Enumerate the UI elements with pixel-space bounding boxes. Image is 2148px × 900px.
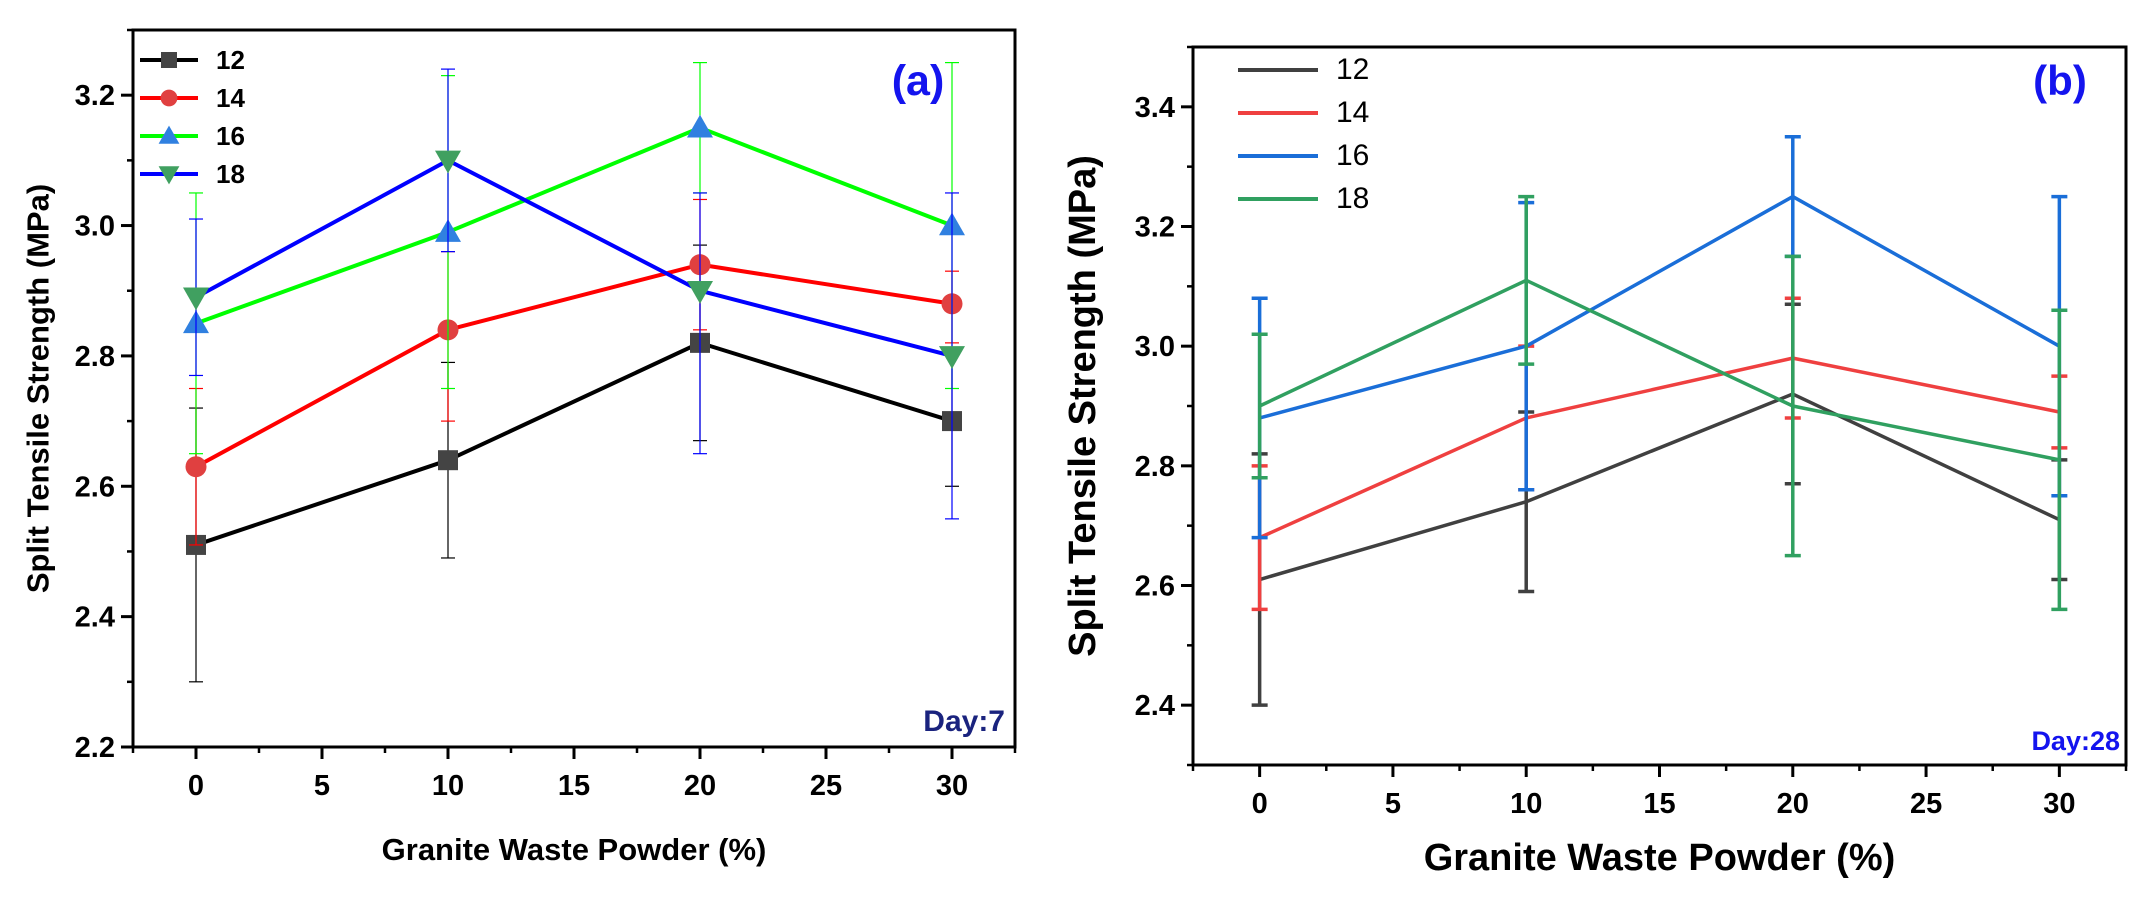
data-point (435, 150, 461, 174)
x-tick-label: 10 (432, 770, 464, 802)
data-point (687, 114, 713, 138)
y-tick-label: 3.2 (1135, 212, 1175, 244)
x-tick-label: 20 (1777, 788, 1809, 820)
legend-marker (161, 52, 177, 68)
x-tick-label: 25 (1910, 788, 1942, 820)
x-tick-label: 0 (188, 770, 204, 802)
plot-frame (1191, 45, 2128, 767)
series-12 (186, 244, 962, 683)
legend-marker (160, 89, 178, 107)
legend-label: 14 (1336, 96, 1369, 129)
plot-frame (131, 28, 1017, 749)
x-tick-label: 30 (2043, 788, 2075, 820)
y-tick-label: 2.2 (75, 732, 115, 764)
x-axis-title: Granite Waste Powder (%) (1424, 837, 1896, 879)
y-tick-label: 2.4 (75, 602, 115, 634)
y-tick-label: 3.4 (1135, 92, 1175, 124)
series-line (195, 158, 953, 358)
x-tick-label: 30 (936, 770, 968, 802)
chart-panel-b: 0 5 10 15 20 25 30 2.4 2.6 2.8 3.0 3.2 3.4 Granite Wa… (1062, 45, 2128, 879)
x-tick-label: 25 (810, 770, 842, 802)
series-line (1258, 278, 2060, 462)
series-line (195, 340, 953, 547)
legend-label: 16 (1336, 139, 1369, 172)
x-tick-label: 0 (1252, 788, 1268, 820)
data-point (939, 346, 965, 369)
legend-marker (158, 166, 180, 185)
y-tick-label: 2.8 (75, 341, 115, 373)
y-tick-label: 2.4 (1135, 690, 1175, 722)
series-16 (1251, 135, 2068, 540)
legend-label: 12 (216, 45, 245, 75)
x-tick-label: 10 (1510, 788, 1542, 820)
x-tick-label: 5 (314, 770, 330, 802)
series-12 (1251, 302, 2068, 707)
series-18 (1251, 194, 2068, 612)
y-tick-label: 3.2 (75, 80, 115, 112)
legend-label: 14 (216, 83, 245, 113)
data-point (183, 287, 209, 311)
x-tick-label: 5 (1385, 788, 1401, 820)
y-tick-label: 3.0 (1135, 331, 1175, 363)
series-line (1259, 194, 2061, 420)
x-tick-label: 15 (1643, 788, 1675, 820)
panel-label: (a) (892, 57, 945, 105)
panel-label: (b) (2033, 57, 2087, 104)
legend-label: 12 (1336, 53, 1369, 86)
y-tick-label: 2.6 (75, 471, 115, 503)
series-line (1259, 392, 2061, 582)
series-16 (183, 61, 965, 455)
legend-label: 16 (216, 121, 245, 151)
legend-marker (158, 125, 180, 144)
legend: 12 14 16 18 (140, 45, 245, 189)
day-label: Day:28 (2031, 726, 2120, 756)
data-point (687, 280, 713, 304)
legend-label: 18 (216, 159, 245, 189)
y-tick-label: 2.8 (1135, 451, 1175, 483)
x-tick-label: 15 (558, 770, 590, 802)
legend-label: 18 (1336, 182, 1369, 215)
series-line (1258, 356, 2060, 540)
series-line (195, 262, 953, 469)
day-label: Day:7 (923, 705, 1005, 738)
x-axis-title: Granite Waste Powder (%) (382, 832, 767, 867)
series-14 (185, 198, 963, 546)
data-point (438, 450, 458, 471)
series-18 (183, 68, 965, 520)
x-tick-label: 20 (684, 770, 716, 802)
y-tick-label: 3.0 (75, 211, 115, 243)
chart-panel-a: 0 5 10 15 20 25 30 2.2 2.4 2.6 2.8 3.0 3.2 Granite Wa… (21, 28, 1017, 867)
y-axis-title: Split Tensile Strength (MPa) (1062, 155, 1104, 657)
y-axis-title: Split Tensile Strength (MPa) (21, 184, 56, 593)
legend: 12 14 16 18 (1238, 53, 1369, 215)
y-tick-label: 2.6 (1135, 571, 1175, 603)
series-line (195, 125, 953, 326)
data-point (185, 456, 207, 478)
